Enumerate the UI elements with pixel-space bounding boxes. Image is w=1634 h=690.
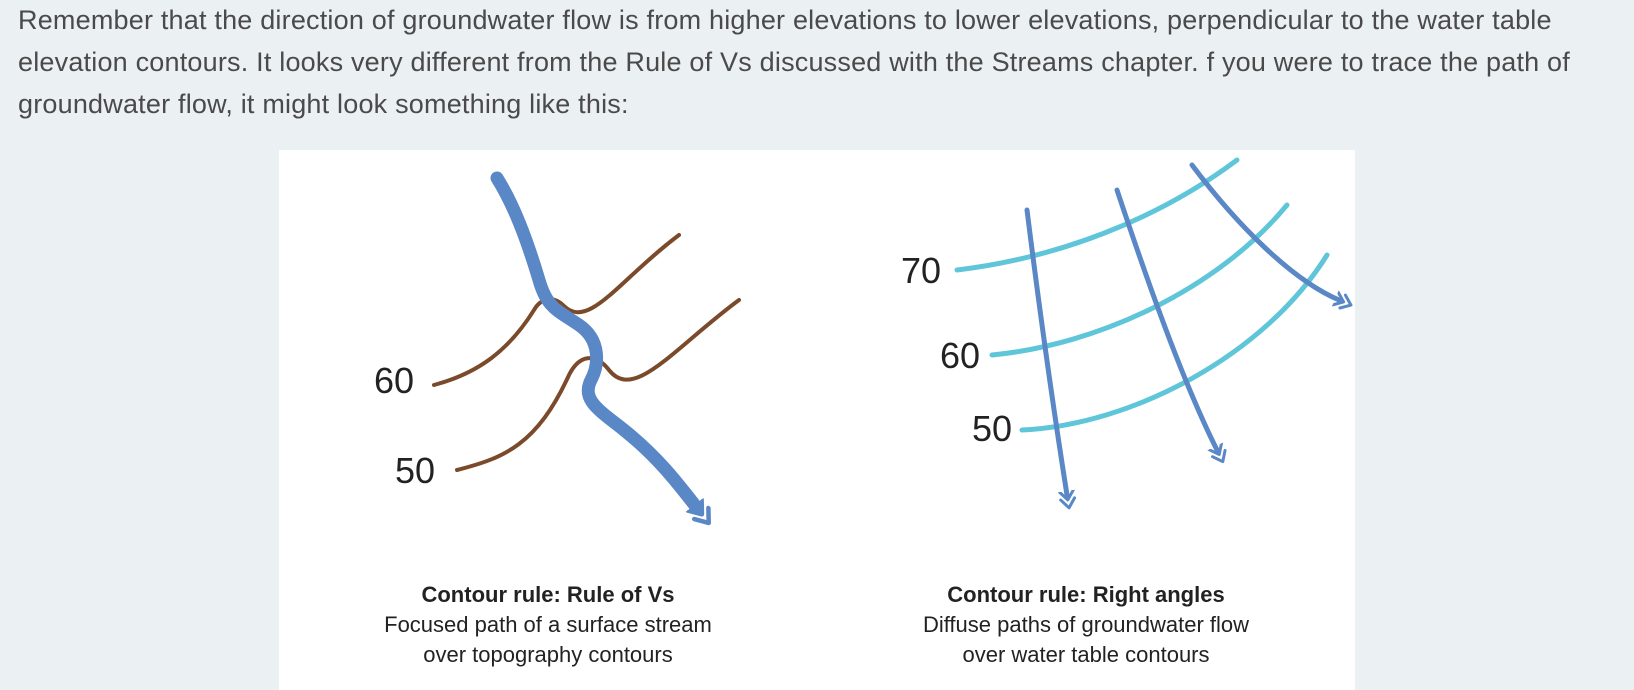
caption-left: Contour rule: Rule of Vs Focused path of…	[384, 580, 712, 669]
figure-wrapper: 60 50 Contour rule: Rule of Vs Focused p…	[18, 150, 1616, 690]
stream-flow-arrow	[497, 178, 697, 508]
contour-50	[457, 300, 739, 470]
contour-label-70: 70	[901, 250, 941, 292]
contour-label-60: 60	[940, 335, 980, 377]
page-container: Remember that the direction of groundwat…	[0, 0, 1634, 690]
caption-left-line3: over topography contours	[384, 640, 712, 670]
caption-left-line2: Focused path of a surface stream	[384, 610, 712, 640]
flow-arrow-3	[1192, 165, 1339, 300]
caption-right-line3: over water table contours	[923, 640, 1249, 670]
caption-right-line2: Diffuse paths of groundwater flow	[923, 610, 1249, 640]
panel-rule-of-vs: 60 50 Contour rule: Rule of Vs Focused p…	[279, 150, 817, 690]
caption-right: Contour rule: Right angles Diffuse paths…	[923, 580, 1249, 669]
intro-paragraph: Remember that the direction of groundwat…	[18, 0, 1616, 126]
contour-label-50: 50	[972, 408, 1012, 450]
contour-70	[957, 160, 1237, 270]
caption-left-title: Contour rule: Rule of Vs	[384, 580, 712, 610]
comparison-figure: 60 50 Contour rule: Rule of Vs Focused p…	[279, 150, 1355, 690]
contour-label-60: 60	[374, 360, 414, 402]
panel-right-angles: 70 60 50 Contour rule: Right angles Diff…	[817, 150, 1355, 690]
caption-right-title: Contour rule: Right angles	[923, 580, 1249, 610]
contour-label-50: 50	[395, 450, 435, 492]
